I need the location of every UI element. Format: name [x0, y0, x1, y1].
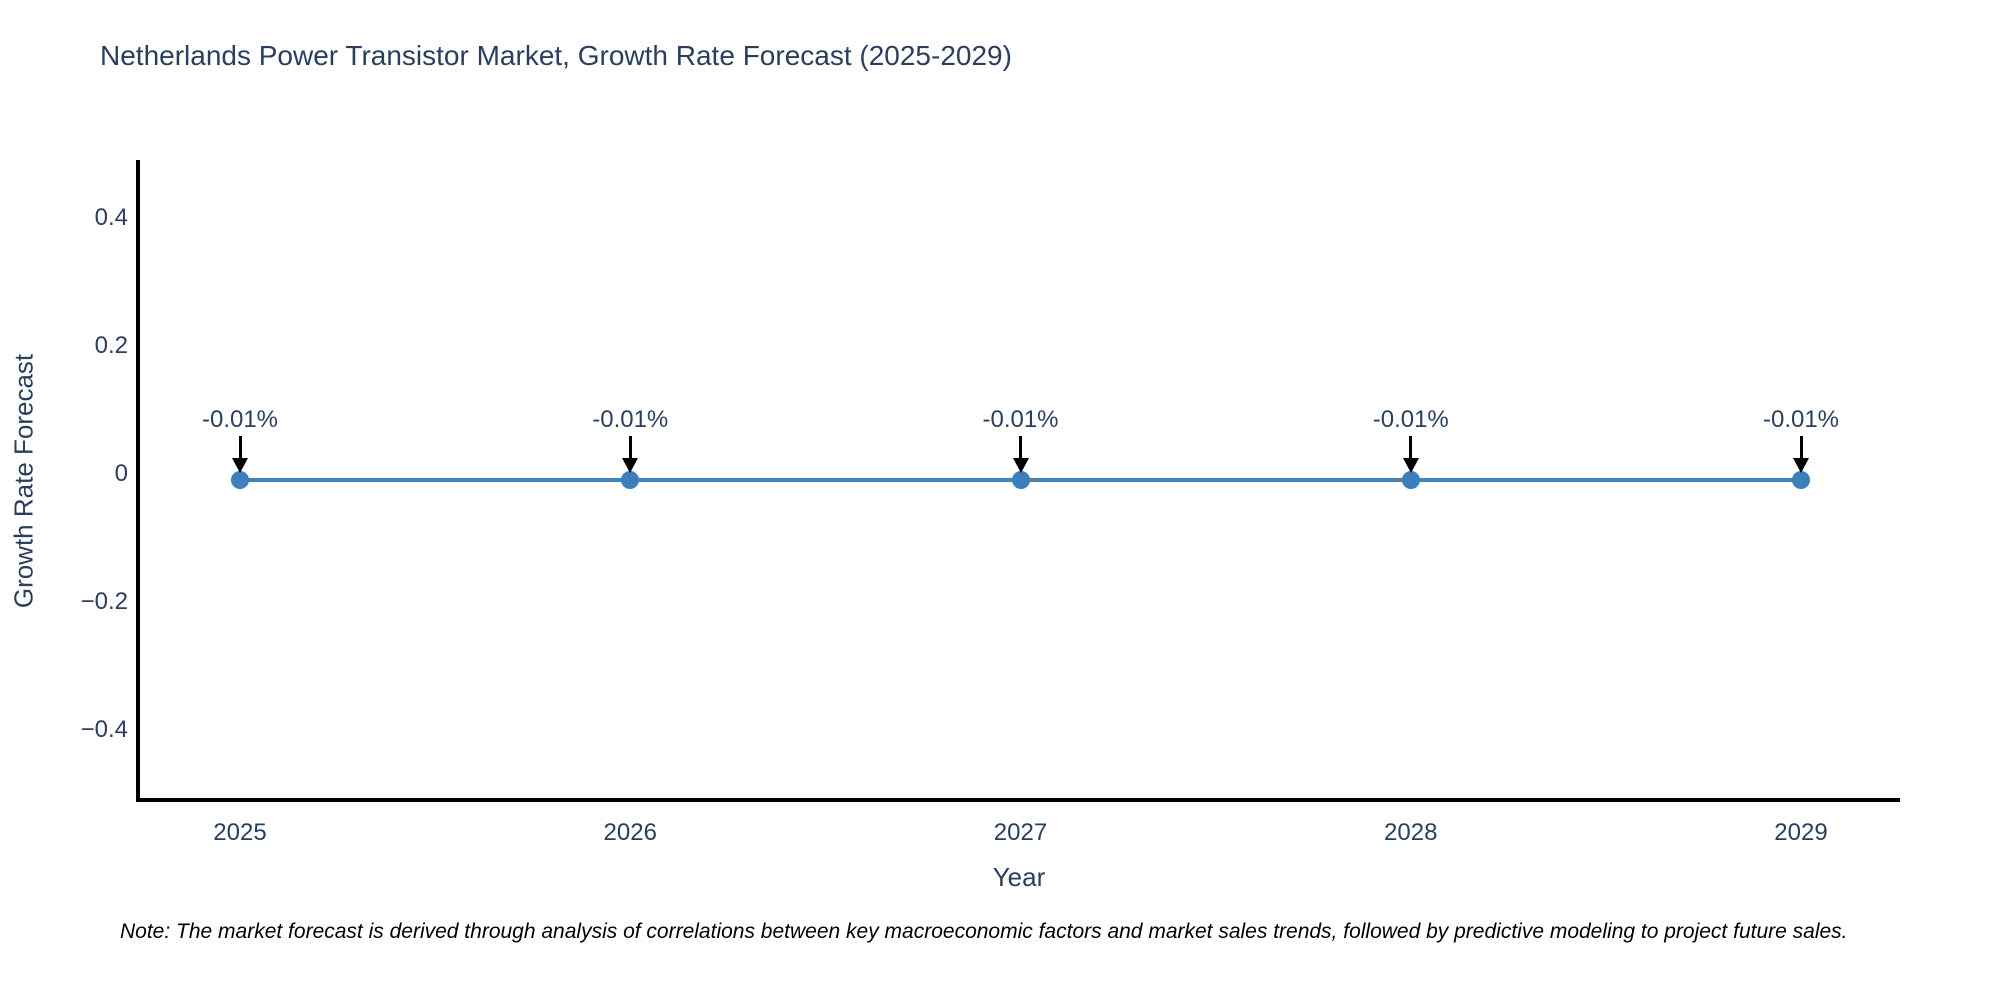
- series-line-segment: [1020, 478, 1411, 482]
- annotation-arrowhead-icon: [1793, 458, 1809, 473]
- x-tick-label: 2029: [1774, 819, 1828, 846]
- annotation-arrow-icon: [1409, 436, 1413, 459]
- x-tick-label: 2027: [993, 819, 1048, 846]
- point-annotation-label: -0.01%: [201, 406, 279, 433]
- annotation-arrow-icon: [1799, 436, 1803, 459]
- y-tick-label: −0.2: [80, 587, 128, 615]
- annotation-arrow-icon: [238, 436, 242, 459]
- y-tick-label: 0: [114, 459, 128, 487]
- data-point-marker: [1401, 471, 1420, 489]
- series-line-segment: [240, 478, 631, 482]
- series-line-segment: [630, 478, 1021, 482]
- annotation-arrow-icon: [1019, 436, 1022, 459]
- point-annotation-label: -0.01%: [1372, 406, 1449, 433]
- data-point-marker: [1011, 471, 1030, 489]
- annotation-arrow-icon: [628, 436, 632, 459]
- y-tick-label: −0.4: [80, 715, 128, 743]
- annotation-arrowhead-icon: [232, 458, 248, 473]
- chart-note: Note: The market forecast is derived thr…: [120, 920, 1848, 943]
- x-tick-label: 2028: [1384, 819, 1438, 846]
- x-tick-label: 2026: [603, 819, 657, 846]
- point-annotation-label: -0.01%: [982, 406, 1059, 433]
- data-point-marker: [621, 471, 640, 489]
- point-annotation-label: -0.01%: [592, 406, 669, 433]
- point-annotation-label: -0.01%: [1762, 406, 1840, 433]
- data-point-marker: [231, 471, 249, 489]
- annotation-arrowhead-icon: [622, 458, 639, 473]
- x-axis-title: Year: [992, 862, 1046, 892]
- annotation-arrowhead-icon: [1402, 458, 1419, 473]
- y-tick-label: 0.2: [94, 331, 128, 359]
- chart-title: Netherlands Power Transistor Market, Gro…: [100, 40, 1012, 71]
- series-line-segment: [1410, 478, 1801, 482]
- x-tick-label: 2025: [213, 819, 267, 846]
- annotation-arrowhead-icon: [1012, 458, 1029, 473]
- data-point-marker: [1792, 471, 1810, 489]
- plot-area: [136, 160, 1900, 802]
- y-tick-label: 0.4: [94, 203, 128, 231]
